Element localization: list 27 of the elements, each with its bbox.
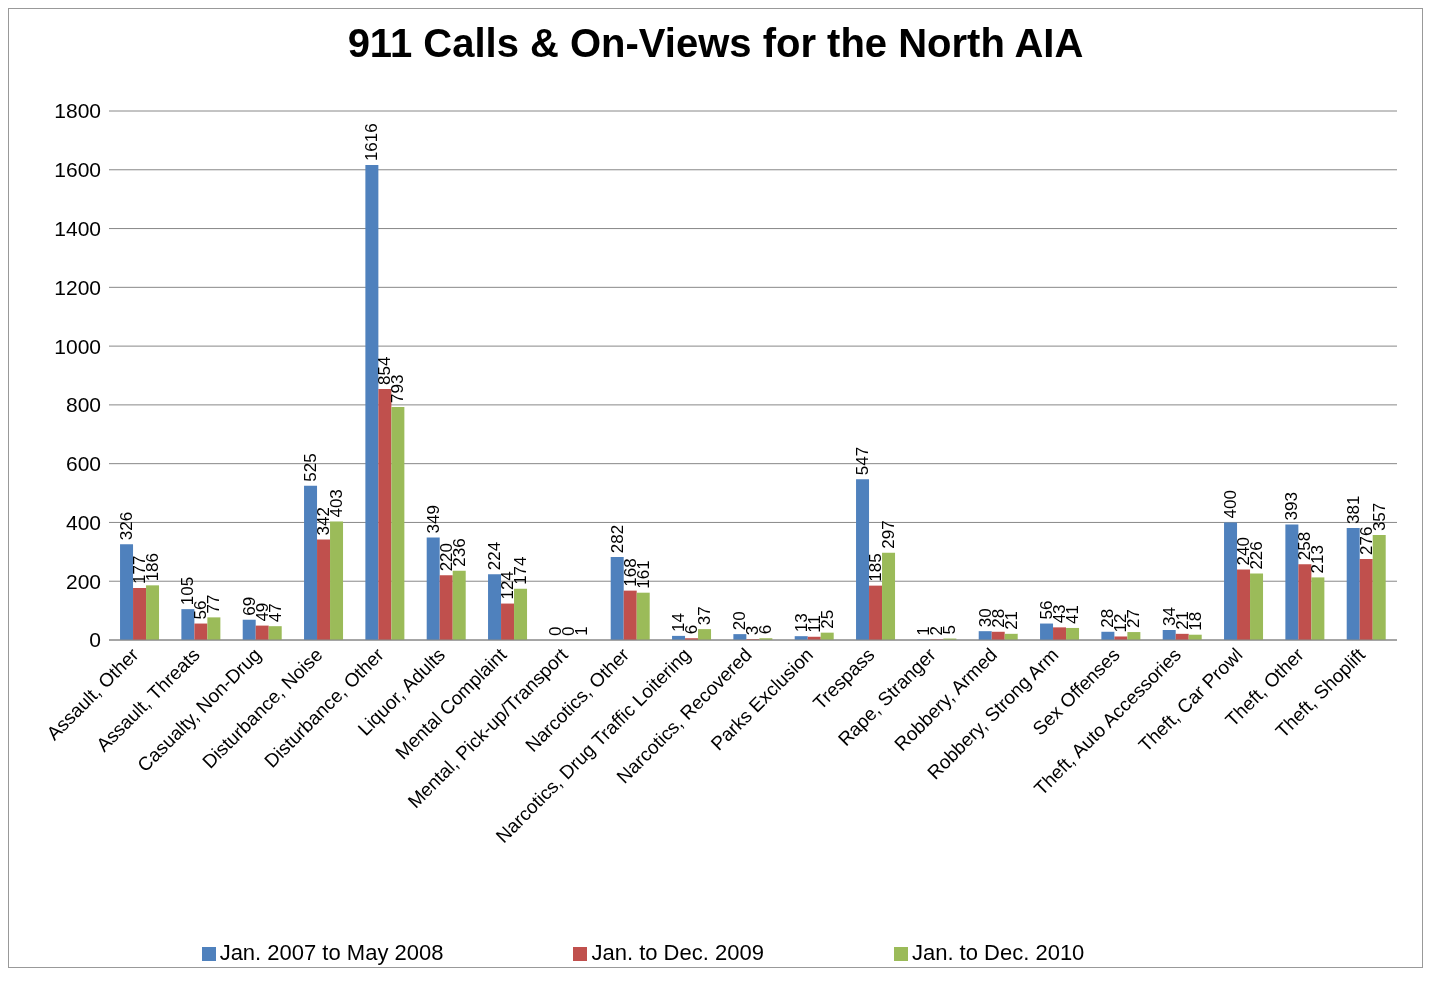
- legend-label: Jan. to Dec. 2010: [911, 940, 1085, 965]
- data-label: 393: [1282, 492, 1302, 521]
- y-tick-label: 1000: [54, 334, 101, 358]
- data-label: 1616: [362, 123, 382, 162]
- data-label: 224: [485, 541, 505, 571]
- data-label: 525: [301, 453, 321, 482]
- data-label: 185: [866, 553, 886, 582]
- data-label: 282: [607, 524, 627, 554]
- y-tick-label: 1800: [54, 99, 101, 123]
- data-label: 349: [423, 505, 443, 534]
- y-tick-label: 400: [65, 510, 101, 534]
- y-tick-label: 1200: [54, 275, 101, 299]
- y-tick-label: 1400: [54, 217, 101, 241]
- y-tick-label: 800: [65, 393, 101, 417]
- legend-label: Jan. 2007 to May 2008: [219, 940, 444, 965]
- data-label: 297: [879, 520, 899, 549]
- y-tick-label: 1600: [54, 158, 101, 182]
- data-label: 37: [695, 606, 715, 626]
- data-label: 400: [1221, 490, 1241, 519]
- data-label: 326: [117, 511, 137, 541]
- data-label: 547: [853, 446, 873, 476]
- data-label: 381: [1343, 495, 1363, 525]
- y-tick-label: 0: [89, 628, 101, 652]
- chart-title: 911 Calls & On-Views for the North AIA: [346, 20, 1085, 67]
- y-tick-label: 200: [65, 569, 101, 593]
- y-tick-label: 600: [65, 452, 101, 476]
- legend-label: Jan. to Dec. 2009: [591, 940, 764, 965]
